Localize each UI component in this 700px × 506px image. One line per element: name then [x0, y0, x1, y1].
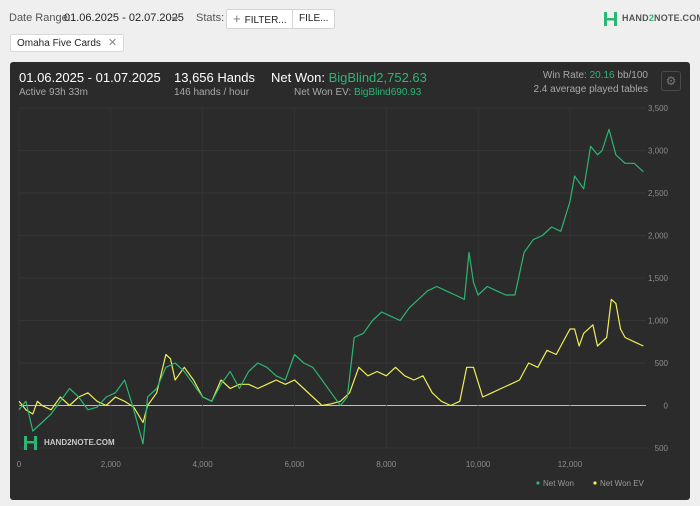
y-tick-label: 3,500 — [648, 104, 669, 113]
y-tick-label: 500 — [655, 444, 669, 453]
logo-text-right: NOTE.COM — [654, 13, 700, 23]
file-button[interactable]: FILE... — [292, 9, 336, 29]
hands-count: 13,656 Hands — [174, 70, 255, 85]
avg-tables: 2.4 average played tables — [533, 84, 648, 95]
date-range-select[interactable]: 01.06.2025 - 02.07.2025 — [64, 12, 184, 24]
watermark-text: HAND2NOTE.COM — [44, 438, 115, 447]
filter-button-label: FILTER... — [244, 15, 287, 26]
win-rate-label: Win Rate: — [542, 70, 587, 81]
graph-panel: 01.06.2025 - 01.07.2025 Active 93h 33m 1… — [10, 62, 690, 500]
net-won-ev: Net Won EV: BigBlind690.93 — [294, 87, 421, 98]
x-tick-label: 2,000 — [101, 460, 122, 469]
y-tick-label: 1,500 — [648, 274, 669, 283]
profit-graph[interactable]: 500 0 500 1,000 1,500 2,000 2,500 3,000 3,500 0 2… — [10, 62, 690, 500]
x-axis: 0 2,000 4,000 6,000 8,000 10,000 12,000 — [17, 460, 583, 469]
net-won: Net Won: BigBlind2,752.63 — [271, 70, 427, 85]
logo-text: HAND2NOTE.COM — [622, 13, 700, 23]
legend: Net Won Net Won EV — [536, 479, 645, 488]
y-tick-label: 3,000 — [648, 147, 669, 156]
grid-lines — [18, 107, 646, 449]
logo-text-mid: 2 — [648, 13, 655, 23]
legend-label: Net Won — [543, 479, 574, 488]
chevron-down-icon[interactable] — [171, 17, 179, 21]
y-axis: 500 0 500 1,000 1,500 2,000 2,500 3,000 3,500 — [648, 104, 669, 453]
net-won-ev-value: BigBlind690.93 — [354, 87, 422, 98]
x-tick-label: 0 — [17, 460, 22, 469]
close-icon[interactable]: ✕ — [107, 37, 118, 49]
toolbar: Date Range: 01.06.2025 - 02.07.2025 Stat… — [0, 0, 700, 56]
logo-text-left: HAND — [622, 13, 649, 23]
net-won-value: BigBlind2,752.63 — [328, 70, 427, 85]
active-time: Active 93h 33m — [19, 87, 88, 98]
win-rate: Win Rate: 20.16 bb/100 — [543, 70, 648, 81]
watermark: HAND2NOTE.COM — [24, 436, 115, 450]
filter-button[interactable]: + FILTER... — [226, 9, 294, 29]
x-tick-label: 4,000 — [193, 460, 214, 469]
y-tick-label: 1,000 — [648, 317, 669, 326]
date-range-label: Date Range: — [9, 12, 71, 24]
gear-icon[interactable]: ⚙ — [661, 71, 681, 91]
y-tick-label: 0 — [664, 402, 669, 411]
period-title: 01.06.2025 - 01.07.2025 — [19, 70, 161, 85]
legend-marker — [593, 481, 597, 485]
hand2note-logo-icon — [604, 12, 617, 26]
chip-label: Omaha Five Cards — [17, 38, 101, 49]
series-line-0 — [18, 128, 644, 445]
x-tick-label: 6,000 — [284, 460, 305, 469]
legend-label: Net Won EV — [600, 479, 645, 488]
net-won-ev-label: Net Won EV: — [294, 87, 352, 98]
y-tick-label: 2,000 — [648, 232, 669, 241]
game-type-filter-chip[interactable]: Omaha Five Cards ✕ — [10, 34, 125, 52]
plus-icon: + — [233, 11, 241, 26]
x-tick-label: 8,000 — [376, 460, 397, 469]
net-won-label: Net Won: — [271, 70, 325, 85]
x-tick-label: 12,000 — [558, 460, 583, 469]
hands-per-hour: 146 hands / hour — [174, 87, 250, 98]
y-tick-label: 2,500 — [648, 189, 669, 198]
legend-marker — [536, 481, 540, 485]
win-rate-unit: bb/100 — [617, 70, 648, 81]
stats-label: Stats: — [196, 12, 225, 24]
y-tick-label: 500 — [655, 359, 669, 368]
series-lines — [18, 128, 644, 445]
x-tick-label: 10,000 — [466, 460, 491, 469]
win-rate-value: 20.16 — [589, 70, 615, 81]
series-line-1 — [18, 298, 644, 424]
